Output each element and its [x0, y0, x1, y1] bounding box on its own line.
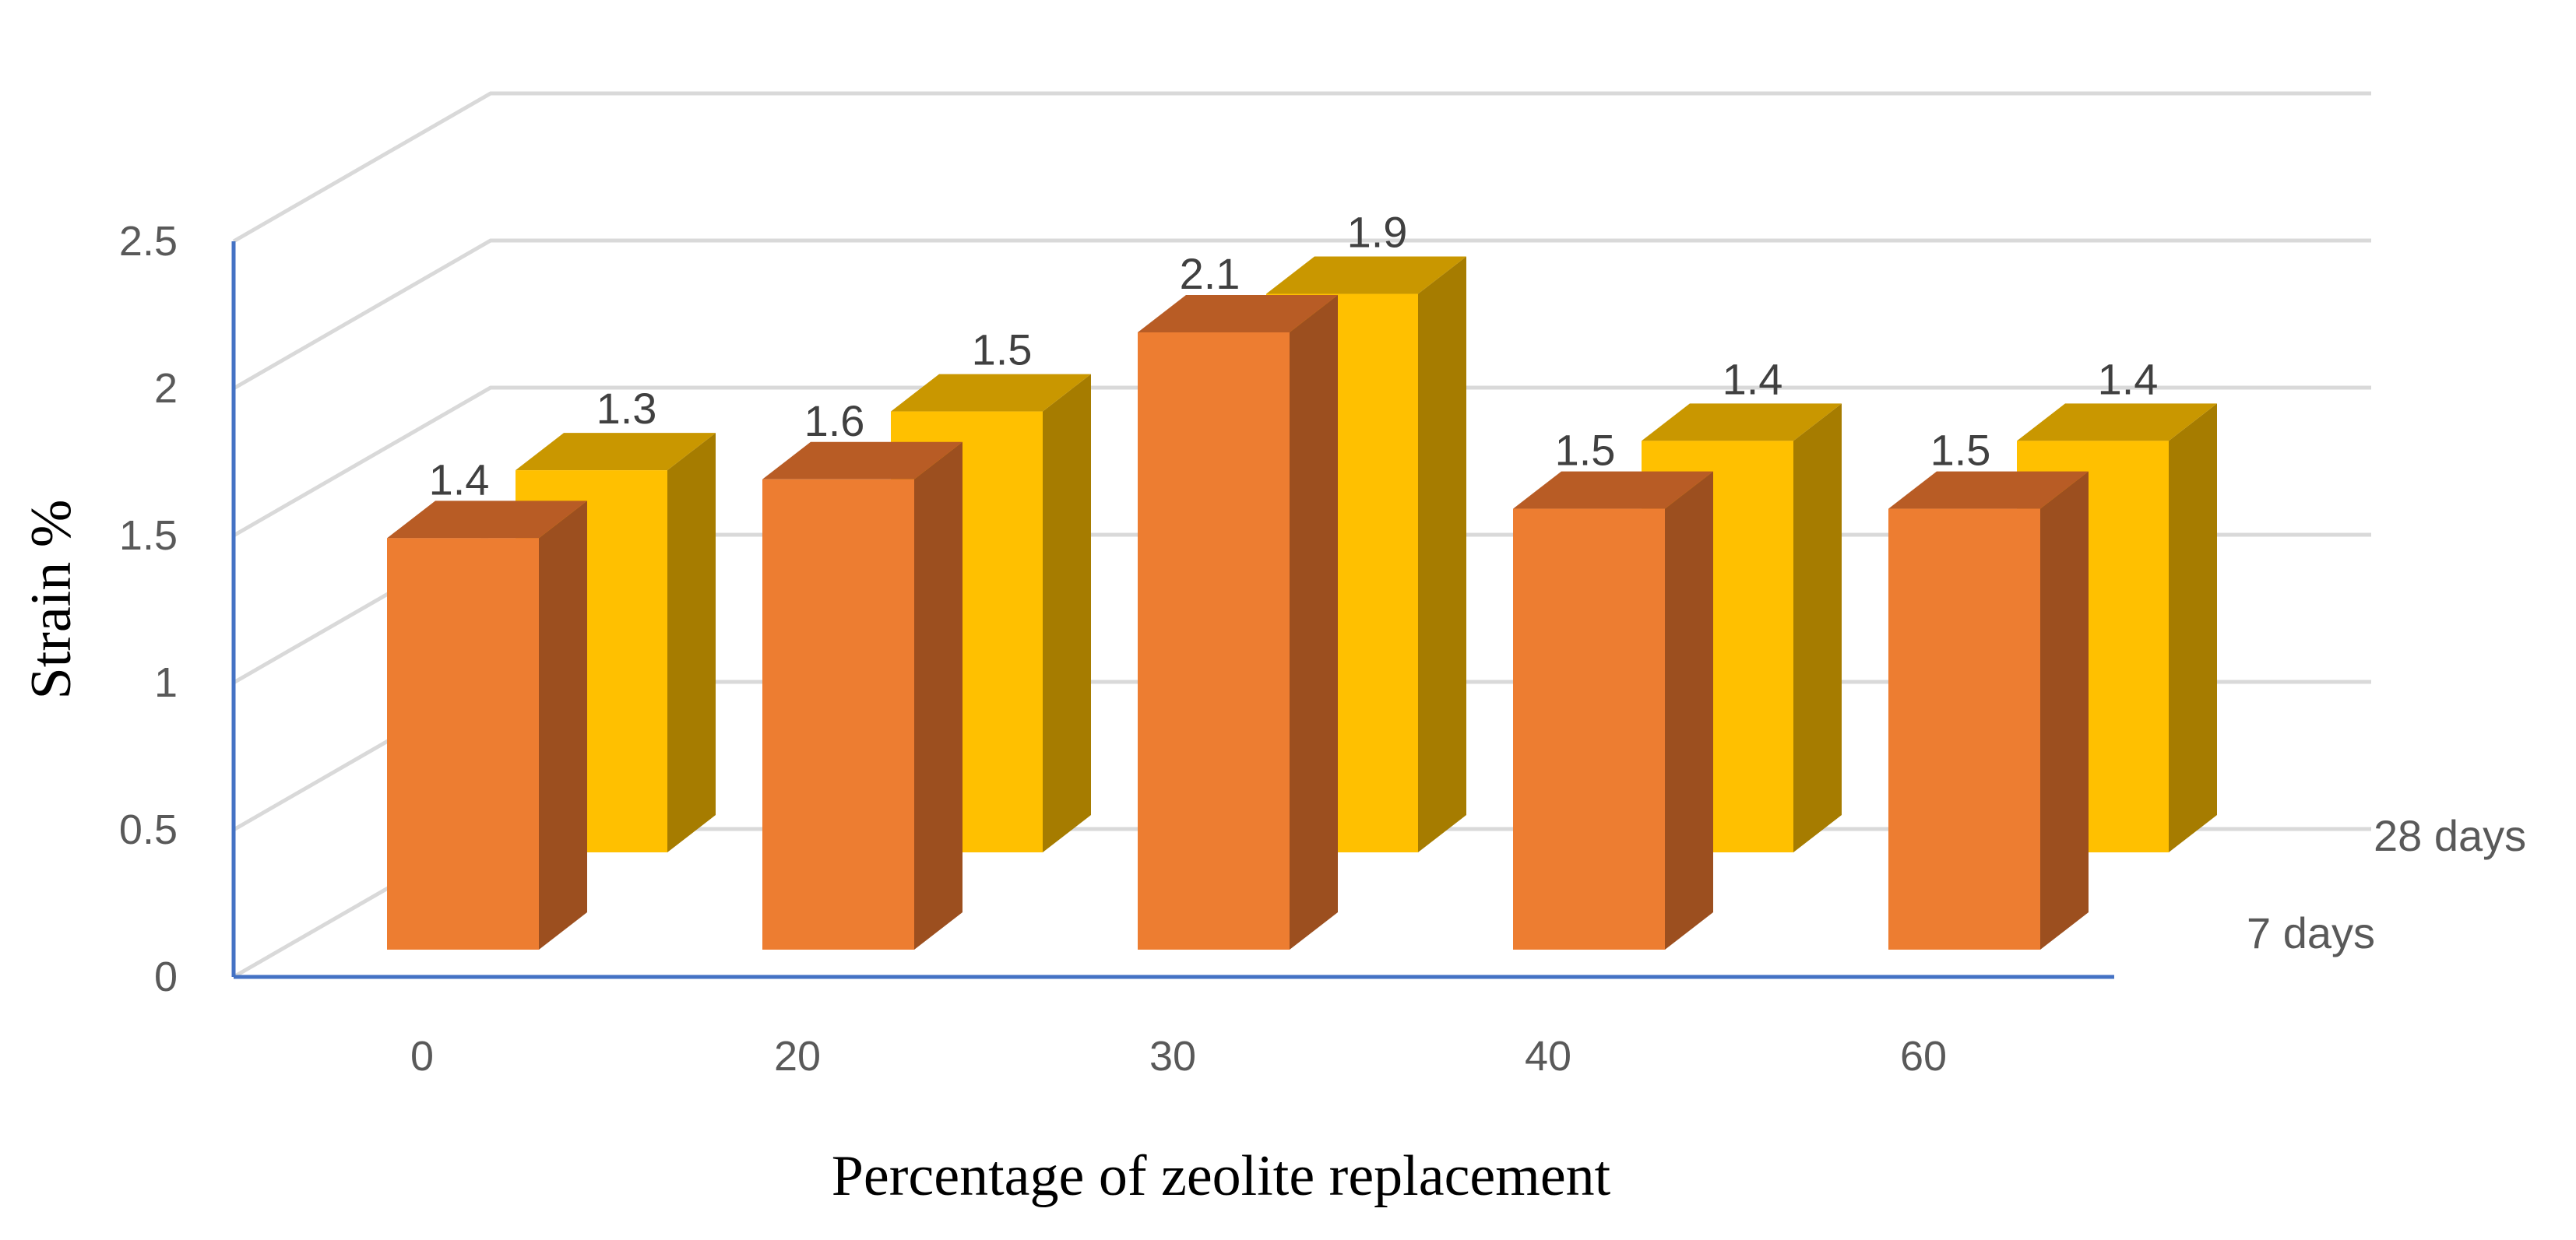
bar-top: [2017, 403, 2217, 441]
bar-front: [1513, 508, 1665, 950]
data-label-7-days: 1.5: [1930, 426, 1991, 475]
x-axis-title: Percentage of zeolite replacement: [832, 1144, 1611, 1208]
bar-top: [1513, 471, 1713, 509]
series-label-7-days: 7 days: [2247, 908, 2375, 957]
data-label-28-days: 1.4: [1723, 354, 1783, 403]
gridline: [232, 238, 2371, 391]
data-label-7-days: 1.5: [1555, 426, 1616, 475]
data-label-28-days: 1.4: [2098, 354, 2159, 403]
bar-top: [762, 441, 962, 479]
x-tick-label: 30: [1149, 1033, 1196, 1080]
bar-side: [1665, 471, 1713, 950]
data-label-7-days: 1.6: [804, 396, 865, 445]
bar-front: [387, 538, 539, 950]
y-tick-label: 2: [154, 365, 178, 412]
gridline: [232, 91, 2371, 244]
data-label-28-days: 1.9: [1347, 208, 1408, 257]
bar-side: [2040, 471, 2089, 950]
bar-top: [1642, 403, 1842, 441]
y-tick-label: 0.5: [119, 806, 178, 853]
x-tick-label: 0: [410, 1033, 434, 1080]
bar-front: [1888, 508, 2040, 950]
bar-side: [1290, 294, 1338, 950]
bar-7-days: [762, 441, 962, 950]
data-label-7-days: 1.4: [429, 455, 490, 504]
gridline: [232, 385, 2371, 538]
series-7-days: [387, 294, 2089, 950]
bar-side: [667, 433, 716, 852]
bar-front: [1138, 332, 1290, 950]
y-tick-label: 1: [154, 659, 178, 706]
axes: [231, 241, 2114, 979]
y-tick-label: 2.5: [119, 218, 178, 265]
x-tick-label: 40: [1525, 1033, 1571, 1080]
bar-top: [1138, 294, 1338, 332]
bar-7-days: [387, 501, 587, 950]
series-label-28-days: 28 days: [2374, 811, 2526, 860]
data-label-28-days: 1.3: [596, 384, 657, 433]
bar-side: [1043, 374, 1091, 852]
bar-side: [539, 501, 587, 950]
bar-side: [914, 441, 962, 950]
bar-7-days: [1888, 471, 2089, 950]
bar-top: [387, 501, 587, 539]
bar-front: [762, 479, 914, 950]
bar-top: [891, 374, 1091, 412]
data-label-7-days: 2.1: [1180, 249, 1240, 298]
labels: 0 0.5 1 1.5 2 2.5 1.3 1.4 0 1.5 1.6 20 1.9 2.1 30 1.4 1.…: [119, 208, 2526, 1080]
y-tick-label: 0: [154, 954, 178, 1000]
x-tick-label: 60: [1900, 1033, 1947, 1080]
bar-top: [1266, 256, 1466, 294]
bar-7-days: [1138, 294, 1338, 950]
bar-7-days: [1513, 471, 1713, 950]
bar-side: [1793, 403, 1842, 852]
bar-top: [516, 433, 716, 471]
data-label-28-days: 1.5: [972, 325, 1033, 374]
bar-side: [1418, 256, 1466, 852]
y-axis-title: Strain %: [19, 500, 83, 700]
bar-side: [2169, 403, 2217, 852]
bar-top: [1888, 471, 2089, 509]
x-tick-label: 20: [774, 1033, 821, 1080]
y-tick-label: 1.5: [119, 512, 178, 559]
